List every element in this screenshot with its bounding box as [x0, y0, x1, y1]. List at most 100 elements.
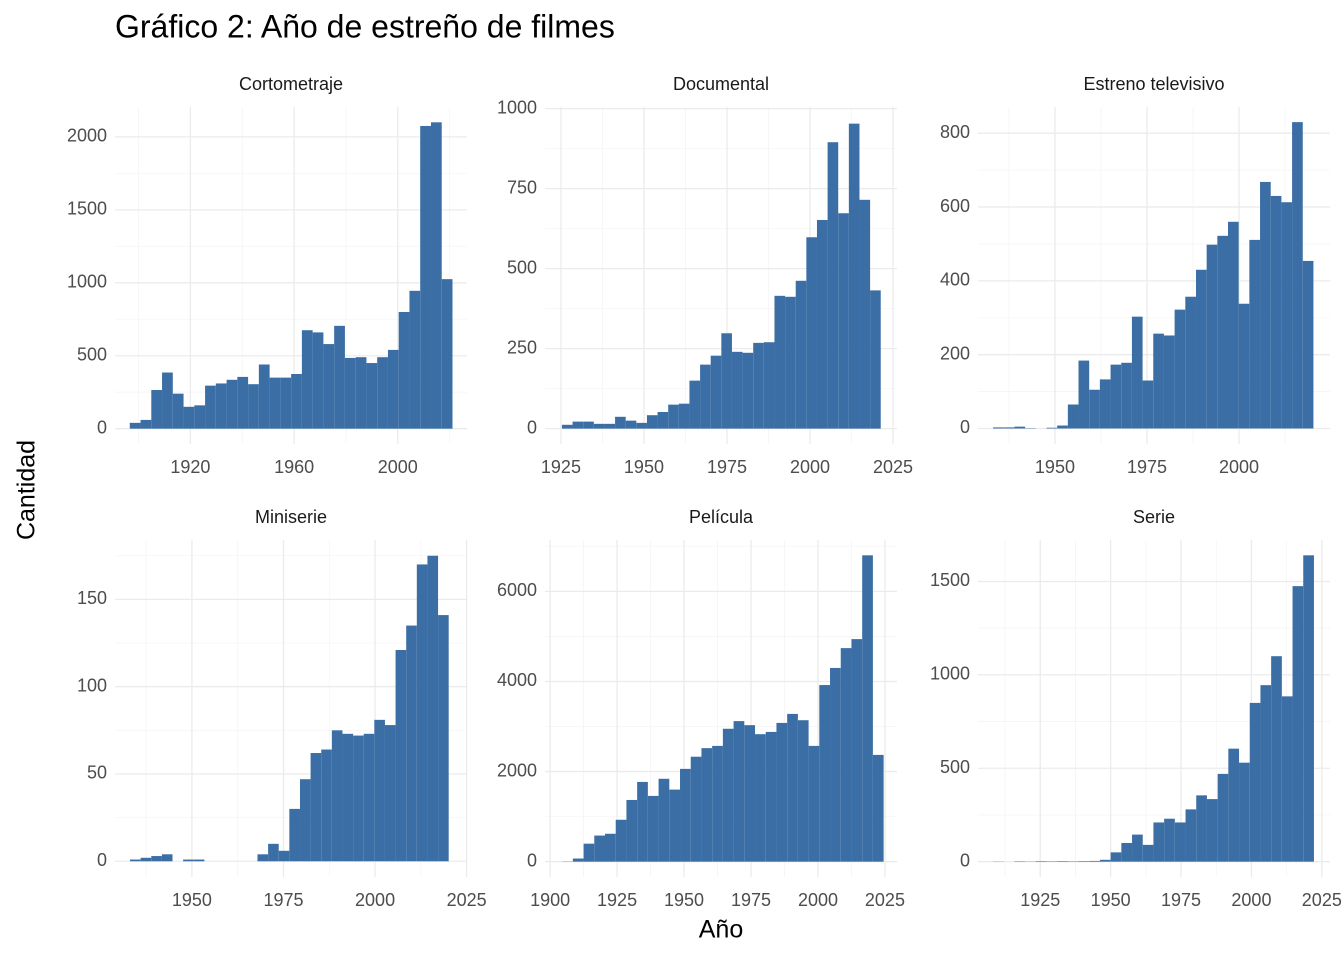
- bar: [441, 279, 453, 429]
- y-tick-label: 1500: [67, 199, 107, 219]
- bar: [572, 858, 584, 862]
- bar: [710, 355, 722, 429]
- x-tick-label: 1950: [664, 890, 704, 910]
- bar: [593, 423, 605, 429]
- bar: [398, 311, 410, 429]
- y-tick-label: 250: [507, 337, 537, 357]
- chart-title: Gráfico 2: Año de estreño de filmes: [115, 8, 615, 44]
- bar: [387, 349, 399, 429]
- bar: [1164, 818, 1175, 862]
- bar: [1163, 335, 1175, 429]
- bar: [690, 756, 702, 862]
- bar: [194, 405, 206, 429]
- bar: [334, 325, 345, 429]
- bar: [765, 731, 777, 862]
- x-tick-label: 2025: [447, 890, 487, 910]
- bar: [1303, 555, 1314, 862]
- bar: [140, 857, 152, 862]
- bar: [1078, 360, 1090, 429]
- y-axis-label: Cantidad: [13, 440, 41, 540]
- bar: [712, 745, 723, 862]
- bar: [430, 122, 442, 429]
- bar: [1035, 861, 1047, 862]
- y-tick-label: 0: [960, 417, 970, 437]
- bar: [193, 859, 205, 862]
- bar: [183, 859, 194, 862]
- bar: [1153, 333, 1164, 429]
- bar: [205, 385, 216, 429]
- bar: [733, 721, 745, 862]
- bar: [1206, 244, 1218, 429]
- bar: [1121, 362, 1132, 429]
- bar: [140, 419, 152, 429]
- y-tick-label: 500: [77, 344, 107, 364]
- bar: [1249, 239, 1261, 429]
- bar: [331, 730, 343, 862]
- bar: [848, 123, 860, 429]
- x-tick-label: 2000: [790, 457, 830, 477]
- bar: [427, 555, 439, 862]
- bar: [1260, 181, 1271, 429]
- bar: [840, 648, 852, 862]
- bar: [1239, 762, 1250, 862]
- bar: [1110, 852, 1122, 862]
- x-tick-label: 1950: [1035, 457, 1075, 477]
- bar: [657, 411, 669, 429]
- bar: [172, 393, 184, 429]
- facet: 0 500 1000 1500 1925 1950 1975 2000 2025 Serie: [930, 507, 1342, 910]
- x-tick-label: 1950: [172, 890, 212, 910]
- x-tick-label: 1975: [707, 457, 747, 477]
- facet-title: Documental: [673, 74, 769, 94]
- bar: [1089, 860, 1100, 862]
- bar: [669, 789, 681, 862]
- y-tick-label: 1000: [497, 97, 537, 117]
- bar: [1142, 844, 1154, 862]
- bar: [1121, 843, 1133, 862]
- x-tick-label: 2025: [1302, 890, 1342, 910]
- bar: [1067, 404, 1079, 429]
- x-tick-label: 2000: [355, 890, 395, 910]
- bar: [625, 420, 637, 429]
- bar: [1292, 122, 1303, 429]
- bar: [689, 380, 701, 429]
- y-tick-label: 800: [940, 122, 970, 142]
- bar: [1110, 364, 1122, 429]
- bar: [808, 745, 820, 862]
- y-tick-label: 1000: [67, 272, 107, 292]
- bar: [1132, 834, 1143, 862]
- y-tick-label: 100: [77, 675, 107, 695]
- x-tick-label: 2000: [798, 890, 838, 910]
- y-tick-label: 0: [97, 850, 107, 870]
- bar: [701, 748, 713, 862]
- bar: [872, 754, 884, 862]
- bar: [722, 728, 734, 862]
- bar: [763, 342, 775, 429]
- bar: [1270, 195, 1282, 429]
- y-tick-label: 500: [940, 757, 970, 777]
- y-tick-label: 400: [940, 270, 970, 290]
- bar: [321, 749, 332, 862]
- bar: [1195, 269, 1207, 429]
- x-tick-label: 2000: [1231, 890, 1271, 910]
- bar: [1089, 389, 1100, 429]
- bar: [269, 377, 281, 429]
- facet: 0 2000 4000 6000 1900 1925 1950 1975 2000 2025 Pel…: [497, 507, 905, 910]
- bar: [1174, 309, 1186, 429]
- y-tick-label: 2000: [497, 760, 537, 780]
- bar: [237, 376, 249, 429]
- bar: [827, 142, 839, 429]
- y-tick-label: 1000: [930, 664, 970, 684]
- bar: [183, 406, 195, 429]
- bar: [353, 735, 364, 862]
- bar: [312, 332, 324, 429]
- bar: [753, 342, 764, 429]
- bar: [1238, 303, 1250, 429]
- bar: [646, 415, 658, 429]
- bar: [731, 351, 743, 429]
- bar: [377, 357, 388, 429]
- bar: [819, 685, 831, 862]
- bar: [1174, 822, 1186, 862]
- y-tick-label: 150: [77, 588, 107, 608]
- bar: [785, 296, 796, 429]
- x-tick-label: 1925: [541, 457, 581, 477]
